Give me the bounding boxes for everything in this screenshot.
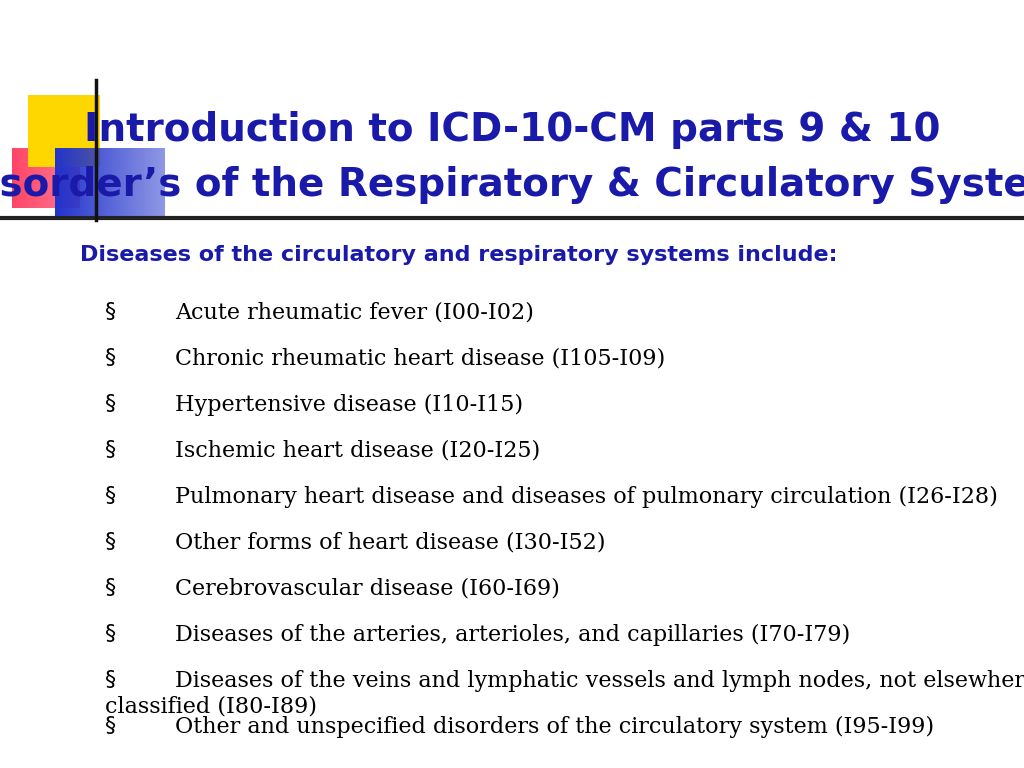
Text: §: § [105,532,116,552]
Text: Other forms of heart disease (I30-I52): Other forms of heart disease (I30-I52) [175,532,605,554]
Text: Other and unspecified disorders of the circulatory system (I95-I99): Other and unspecified disorders of the c… [175,716,934,738]
Text: Chronic rheumatic heart disease (I105-I09): Chronic rheumatic heart disease (I105-I0… [175,348,666,370]
Text: §: § [105,394,116,414]
Text: Cerebrovascular disease (I60-I69): Cerebrovascular disease (I60-I69) [175,578,560,600]
Text: §: § [105,302,116,322]
Text: Acute rheumatic fever (I00-I02): Acute rheumatic fever (I00-I02) [175,302,534,324]
Text: Ischemic heart disease (I20-I25): Ischemic heart disease (I20-I25) [175,440,541,462]
Text: §: § [105,670,116,690]
Text: Pulmonary heart disease and diseases of pulmonary circulation (I26-I28): Pulmonary heart disease and diseases of … [175,486,997,508]
Bar [28,95,100,167]
Text: §: § [105,716,116,736]
Text: §: § [105,440,116,460]
Text: §: § [105,486,116,506]
Text: Introduction to ICD-10-CM parts 9 & 10: Introduction to ICD-10-CM parts 9 & 10 [84,111,940,149]
Text: classified (I80-I89): classified (I80-I89) [105,696,317,718]
Text: §: § [105,578,116,598]
Text: Diseases of the veins and lymphatic vessels and lymph nodes, not elsewhere: Diseases of the veins and lymphatic vess… [175,670,1024,692]
Text: §: § [105,348,116,368]
Text: Hypertensive disease (I10-I15): Hypertensive disease (I10-I15) [175,394,523,416]
Text: Diseases of the arteries, arterioles, and capillaries (I70-I79): Diseases of the arteries, arterioles, an… [175,624,850,646]
Text: Disorder’s of the Respiratory & Circulatory System: Disorder’s of the Respiratory & Circulat… [0,166,1024,204]
Text: Diseases of the circulatory and respiratory systems include:: Diseases of the circulatory and respirat… [80,245,838,265]
Text: §: § [105,624,116,644]
